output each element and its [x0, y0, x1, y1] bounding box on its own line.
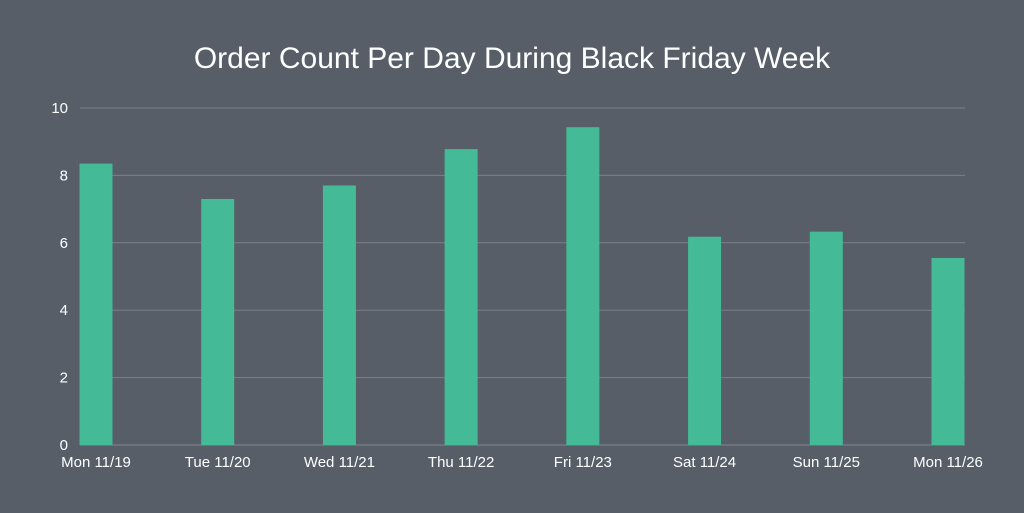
bar-1 [201, 198, 235, 445]
y-axis-ticks: 0 2 4 6 8 10 [51, 100, 68, 454]
chart-title: Order Count Per Day During Black Friday … [194, 42, 831, 75]
x-tick-label: Mon 11/26 [913, 454, 983, 471]
bar-4 [566, 127, 600, 446]
y-tick-label: 6 [60, 235, 68, 252]
x-tick-label: Mon 11/19 [61, 454, 131, 471]
x-tick-label: Wed 11/21 [304, 454, 375, 471]
bar-0 [79, 163, 113, 446]
bar-5 [688, 236, 722, 445]
x-tick-label: Fri 11/23 [554, 454, 612, 471]
bar-3 [444, 149, 478, 445]
y-tick-label: 8 [60, 167, 68, 184]
x-tick-label: Sun 11/25 [793, 454, 860, 471]
bar-7 [931, 257, 965, 445]
x-tick-label: Thu 11/22 [428, 454, 494, 471]
x-tick-label: Tue 11/20 [185, 454, 251, 471]
x-axis-ticks: Mon 11/19 Tue 11/20 Wed 11/21 Thu 11/22 Fri … [61, 454, 983, 471]
y-tick-label: 2 [60, 370, 68, 387]
x-tick-label: Sat 11/24 [673, 454, 736, 471]
y-tick-label: 4 [60, 302, 68, 319]
y-tick-label: 10 [51, 100, 68, 117]
bars [79, 127, 965, 446]
y-tick-label: 0 [60, 437, 68, 454]
bar-2 [322, 185, 356, 445]
bar-6 [809, 231, 843, 445]
